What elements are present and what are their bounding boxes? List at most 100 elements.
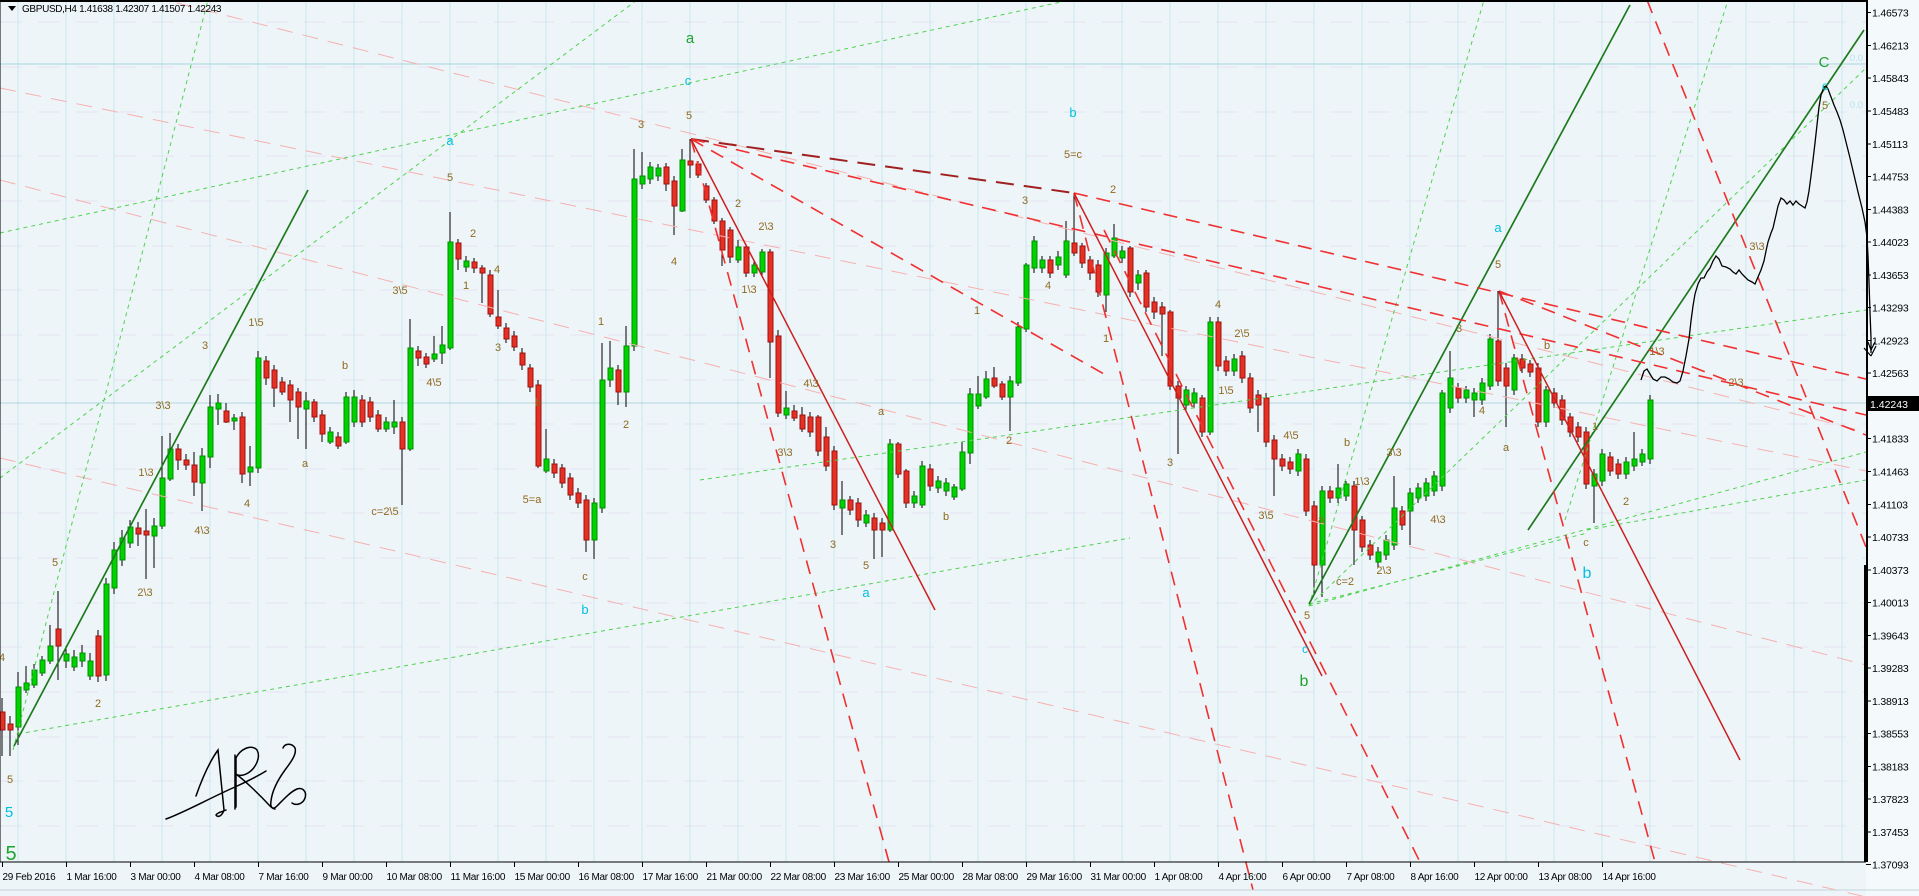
svg-text:17 Mar 16:00: 17 Mar 16:00 — [643, 872, 699, 883]
svg-text:4: 4 — [1045, 280, 1051, 292]
svg-text:a: a — [1318, 514, 1325, 526]
svg-text:13 Apr 08:00: 13 Apr 08:00 — [1539, 872, 1593, 883]
svg-text:1.39643: 1.39643 — [1872, 630, 1909, 642]
svg-text:3: 3 — [1167, 457, 1173, 469]
svg-text:3: 3 — [1022, 195, 1028, 207]
svg-text:9 Mar 00:00: 9 Mar 00:00 — [323, 872, 374, 883]
svg-text:3\3: 3\3 — [155, 400, 170, 412]
svg-text:2: 2 — [470, 228, 476, 240]
svg-text:2\5: 2\5 — [1234, 328, 1249, 340]
svg-text:5: 5 — [52, 557, 58, 569]
svg-text:8 Apr 16:00: 8 Apr 16:00 — [1411, 872, 1460, 883]
svg-text:4 Mar 08:00: 4 Mar 08:00 — [195, 872, 246, 883]
svg-text:b: b — [1069, 105, 1076, 120]
svg-text:4\3: 4\3 — [1430, 514, 1445, 526]
svg-text:1\5: 1\5 — [248, 317, 263, 329]
svg-text:4: 4 — [494, 264, 500, 276]
svg-text:21 Mar 00:00: 21 Mar 00:00 — [707, 872, 763, 883]
svg-text:b: b — [581, 602, 588, 617]
svg-text:7 Apr 08:00: 7 Apr 08:00 — [1347, 872, 1396, 883]
svg-text:a: a — [1503, 442, 1510, 454]
svg-text:3\5: 3\5 — [1258, 510, 1273, 522]
svg-text:3\3: 3\3 — [777, 447, 792, 459]
svg-text:2: 2 — [1623, 496, 1629, 508]
svg-text:3: 3 — [202, 340, 208, 352]
svg-text:5=a: 5=a — [523, 494, 543, 506]
svg-text:4 Apr 16:00: 4 Apr 16:00 — [1219, 872, 1268, 883]
svg-text:c=2\5: c=2\5 — [371, 506, 398, 518]
svg-text:a: a — [686, 30, 695, 47]
svg-text:1.38553: 1.38553 — [1872, 729, 1909, 741]
svg-text:1.43293: 1.43293 — [1872, 303, 1909, 315]
svg-text:a: a — [1494, 220, 1502, 235]
svg-text:1.38913: 1.38913 — [1872, 696, 1909, 708]
svg-text:3\5: 3\5 — [392, 285, 407, 297]
svg-text:1.43653: 1.43653 — [1872, 270, 1909, 282]
svg-text:b: b — [1544, 340, 1550, 352]
svg-text:1.41833: 1.41833 — [1872, 434, 1909, 446]
svg-text:b: b — [535, 397, 541, 409]
svg-text:3: 3 — [638, 119, 644, 131]
svg-text:2: 2 — [1110, 184, 1116, 196]
svg-text:1 Mar 16:00: 1 Mar 16:00 — [67, 872, 118, 883]
svg-text:1: 1 — [1592, 421, 1598, 433]
svg-text:c: c — [582, 571, 588, 583]
svg-text:4: 4 — [0, 652, 5, 664]
svg-text:5: 5 — [447, 172, 453, 184]
svg-text:2: 2 — [735, 198, 741, 210]
svg-text:1.42923: 1.42923 — [1872, 335, 1909, 347]
svg-text:6 Apr 00:00: 6 Apr 00:00 — [1283, 872, 1332, 883]
svg-text:2\3: 2\3 — [1376, 565, 1391, 577]
svg-text:1.41103: 1.41103 — [1872, 499, 1908, 511]
svg-text:4\5: 4\5 — [426, 377, 441, 389]
svg-text:5: 5 — [1822, 100, 1828, 112]
svg-text:3\3: 3\3 — [1386, 447, 1401, 459]
svg-text:b: b — [1344, 437, 1350, 449]
svg-text:29 Mar 16:00: 29 Mar 16:00 — [1027, 872, 1083, 883]
svg-text:1.45843: 1.45843 — [1872, 73, 1909, 85]
svg-text:23 Mar 16:00: 23 Mar 16:00 — [835, 872, 891, 883]
svg-text:c: c — [685, 73, 692, 88]
svg-text:3: 3 — [830, 539, 836, 551]
svg-text:5: 5 — [7, 774, 13, 786]
svg-text:5: 5 — [1495, 259, 1501, 271]
svg-text:b: b — [943, 511, 949, 523]
svg-text:4: 4 — [1215, 299, 1221, 311]
svg-text:29 Feb 2016: 29 Feb 2016 — [3, 872, 57, 883]
svg-text:3\3: 3\3 — [1749, 241, 1764, 253]
svg-text:1.39283: 1.39283 — [1872, 663, 1909, 675]
svg-text:22 Mar 08:00: 22 Mar 08:00 — [771, 872, 827, 883]
svg-text:c: c — [1302, 642, 1308, 656]
svg-text:3: 3 — [495, 342, 501, 354]
svg-text:b: b — [342, 360, 348, 372]
svg-text:1: 1 — [463, 280, 469, 292]
svg-text:4: 4 — [1479, 405, 1485, 417]
svg-text:5: 5 — [1304, 610, 1310, 622]
svg-text:4: 4 — [671, 256, 677, 268]
svg-text:4\3: 4\3 — [803, 378, 818, 390]
svg-text:GBPUSD,H4 1.41638 1.42307 1.4: GBPUSD,H4 1.41638 1.42307 1.41507 1.4224… — [22, 4, 222, 15]
svg-text:a: a — [302, 458, 309, 470]
svg-text:1.42243: 1.42243 — [1870, 399, 1908, 411]
svg-text:2\3: 2\3 — [758, 221, 773, 233]
svg-text:2: 2 — [1006, 435, 1012, 447]
svg-text:1.40733: 1.40733 — [1872, 532, 1909, 544]
svg-text:c: c — [1583, 537, 1589, 549]
svg-text:3 Mar 00:00: 3 Mar 00:00 — [131, 872, 182, 883]
svg-text:1\5: 1\5 — [1218, 385, 1233, 397]
svg-text:10 Mar 08:00: 10 Mar 08:00 — [387, 872, 443, 883]
svg-text:1.37093: 1.37093 — [1872, 860, 1909, 872]
svg-text:1.40013: 1.40013 — [1872, 598, 1909, 610]
svg-text:15 Mar 00:00: 15 Mar 00:00 — [515, 872, 571, 883]
svg-text:28 Mar 08:00: 28 Mar 08:00 — [963, 872, 1019, 883]
svg-text:1\3: 1\3 — [1649, 346, 1664, 358]
svg-text:1.45113: 1.45113 — [1872, 139, 1908, 151]
svg-text:4\3: 4\3 — [194, 525, 209, 537]
svg-text:c: c — [1822, 79, 1828, 93]
svg-text:1.38183: 1.38183 — [1872, 761, 1909, 773]
svg-text:a: a — [862, 585, 870, 600]
svg-text:b: b — [1300, 673, 1309, 690]
svg-text:0.0: 0.0 — [1850, 100, 1863, 111]
svg-text:2\3: 2\3 — [1728, 377, 1743, 389]
svg-text:1: 1 — [974, 305, 980, 317]
